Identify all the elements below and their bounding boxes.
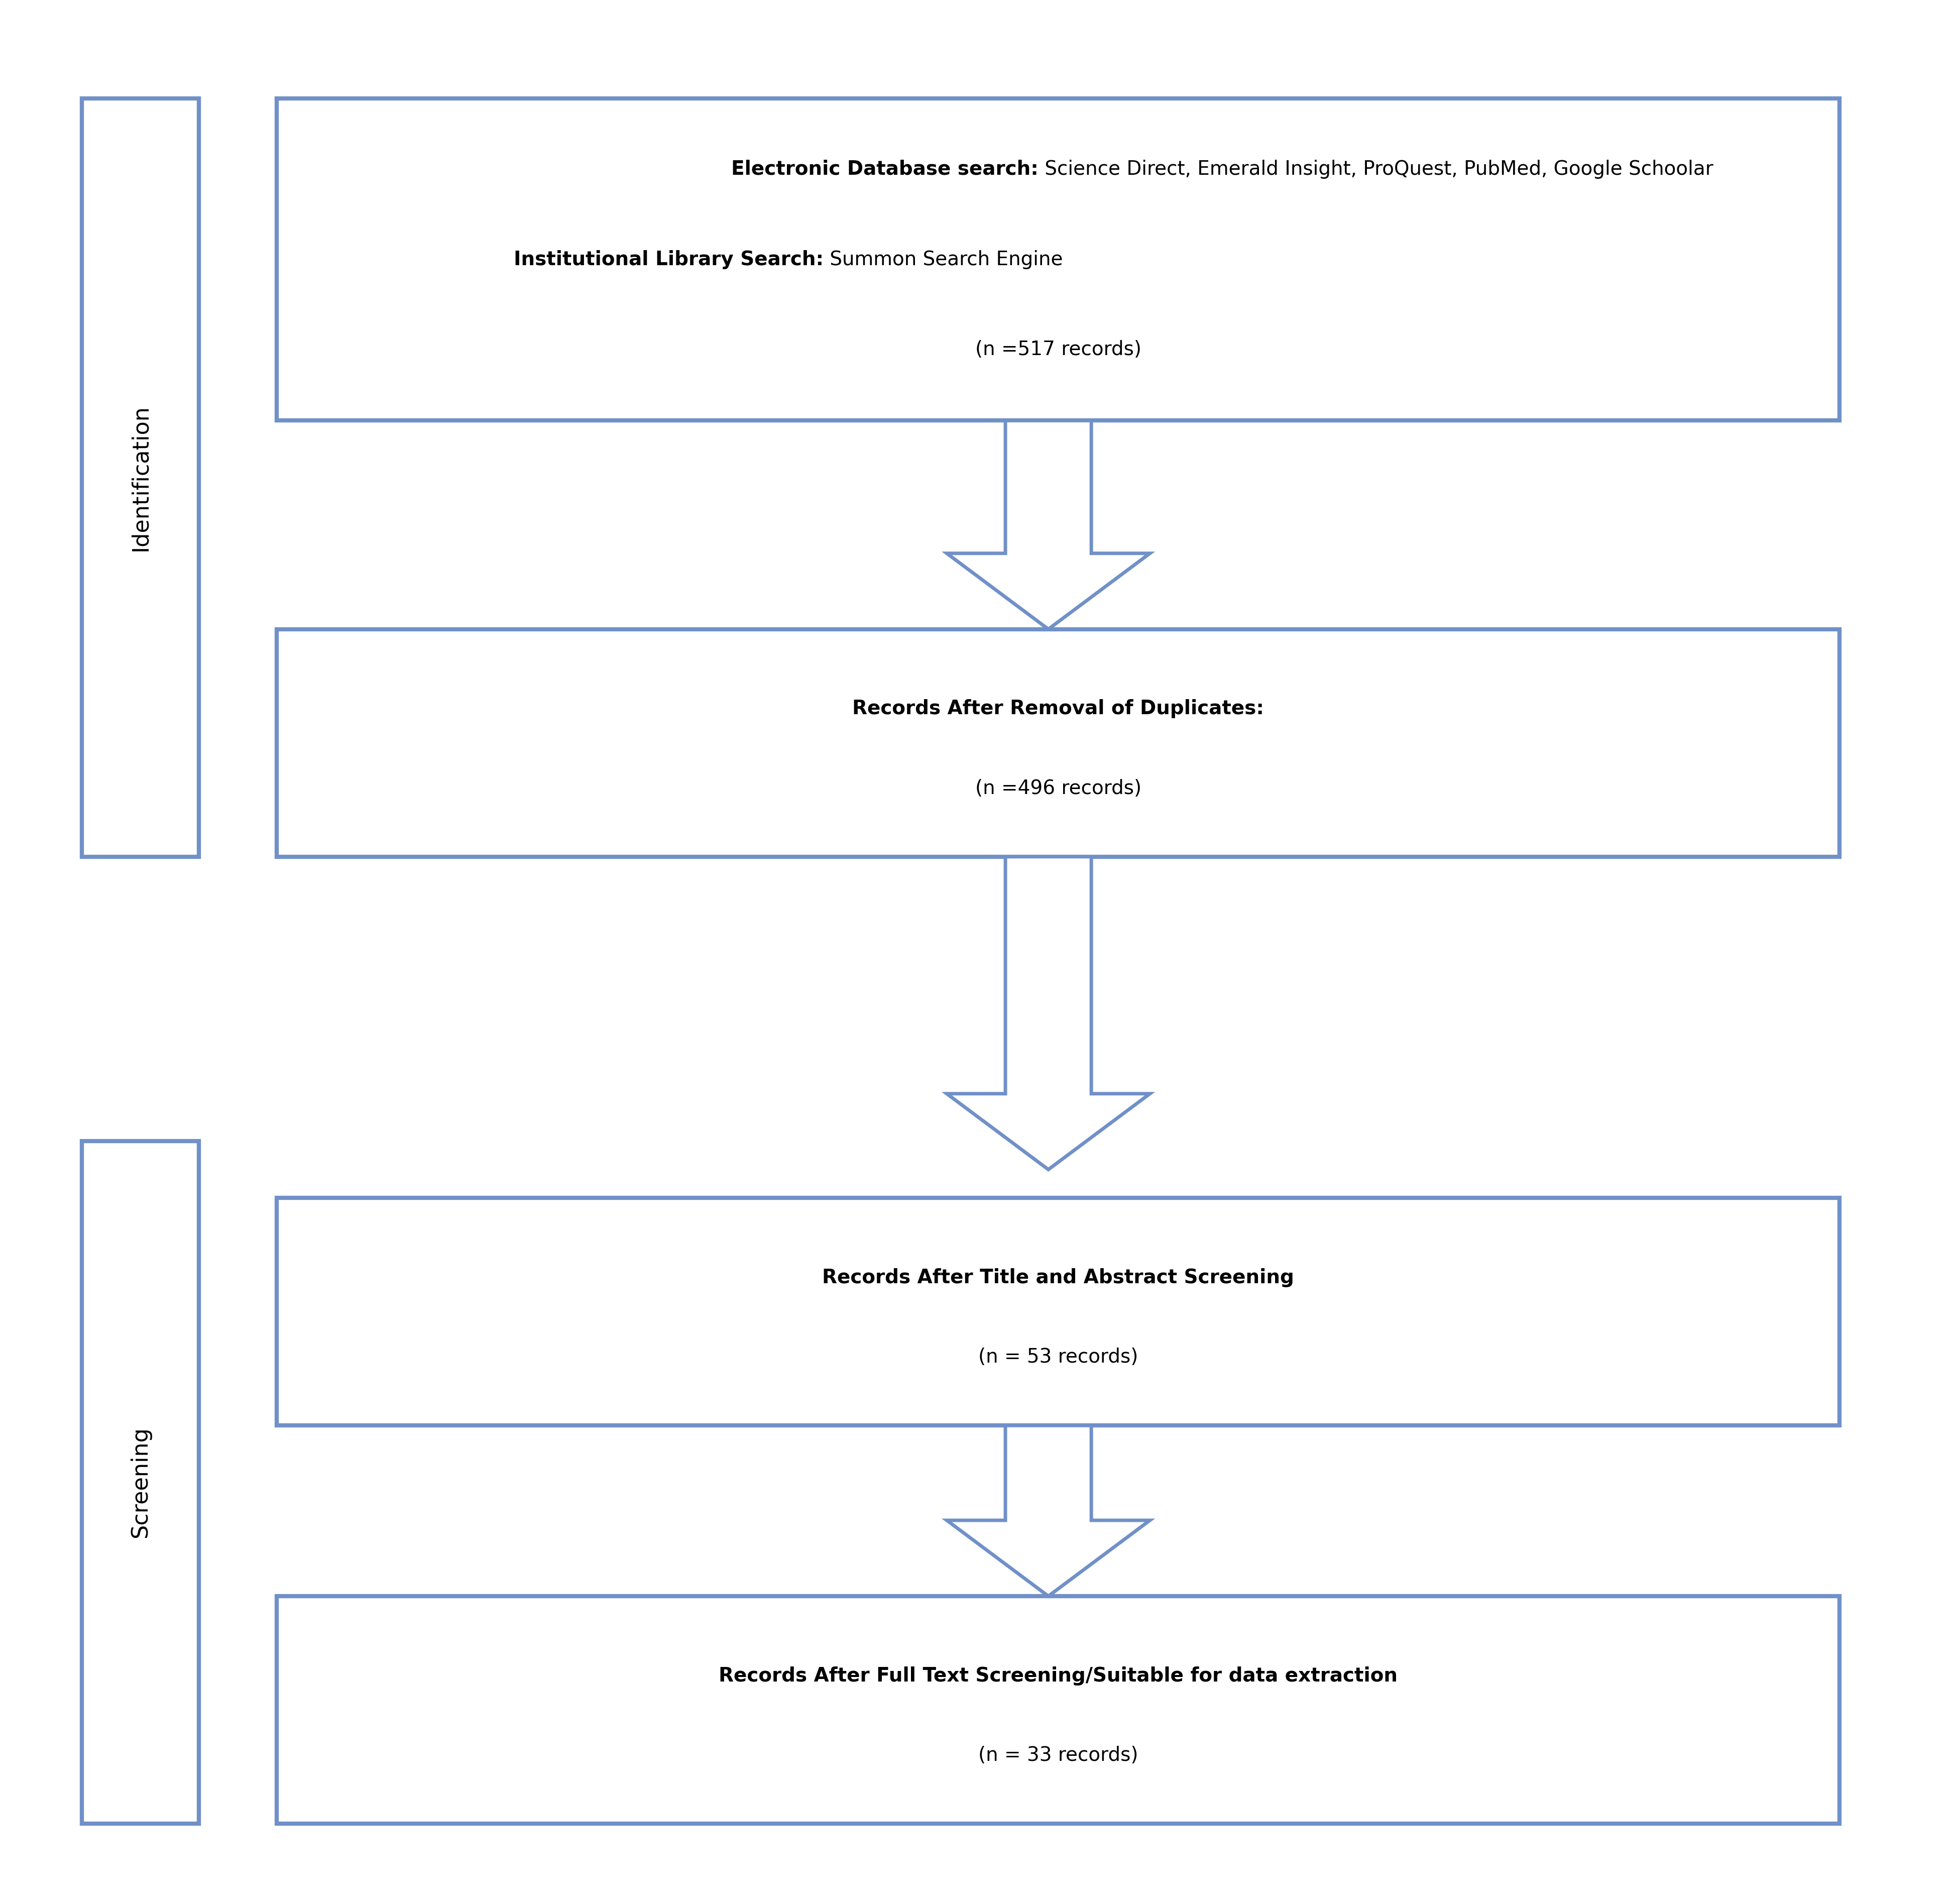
Text: Records After Full Text Screening/Suitable for data extraction: Records After Full Text Screening/Suitab… [719,1667,1397,1686]
Polygon shape [947,421,1151,630]
FancyBboxPatch shape [276,630,1838,856]
Text: Institutional Library Search:: Institutional Library Search: [514,249,823,268]
Text: Electronic Database search:: Electronic Database search: [731,160,1039,179]
Text: Records After Removal of Duplicates:: Records After Removal of Duplicates: [853,698,1264,717]
FancyBboxPatch shape [82,1142,198,1823]
Text: (n =496 records): (n =496 records) [974,778,1141,797]
Text: Screening: Screening [129,1427,151,1538]
Text: Science Direct, Emerald Insight, ProQuest, PubMed, Google Schoolar: Science Direct, Emerald Insight, ProQues… [1039,160,1713,179]
FancyBboxPatch shape [276,99,1838,421]
Text: (n =517 records): (n =517 records) [974,341,1141,360]
Text: Identification: Identification [129,403,151,550]
FancyBboxPatch shape [276,1199,1838,1425]
FancyBboxPatch shape [82,99,198,856]
Text: (n = 33 records): (n = 33 records) [978,1745,1139,1764]
Text: Records After Title and Abstract Screening: Records After Title and Abstract Screeni… [821,1267,1294,1286]
Polygon shape [947,856,1151,1170]
Text: Summon Search Engine: Summon Search Engine [823,249,1062,268]
Polygon shape [947,1425,1151,1597]
Text: (n = 53 records): (n = 53 records) [978,1347,1139,1366]
FancyBboxPatch shape [276,1597,1838,1823]
